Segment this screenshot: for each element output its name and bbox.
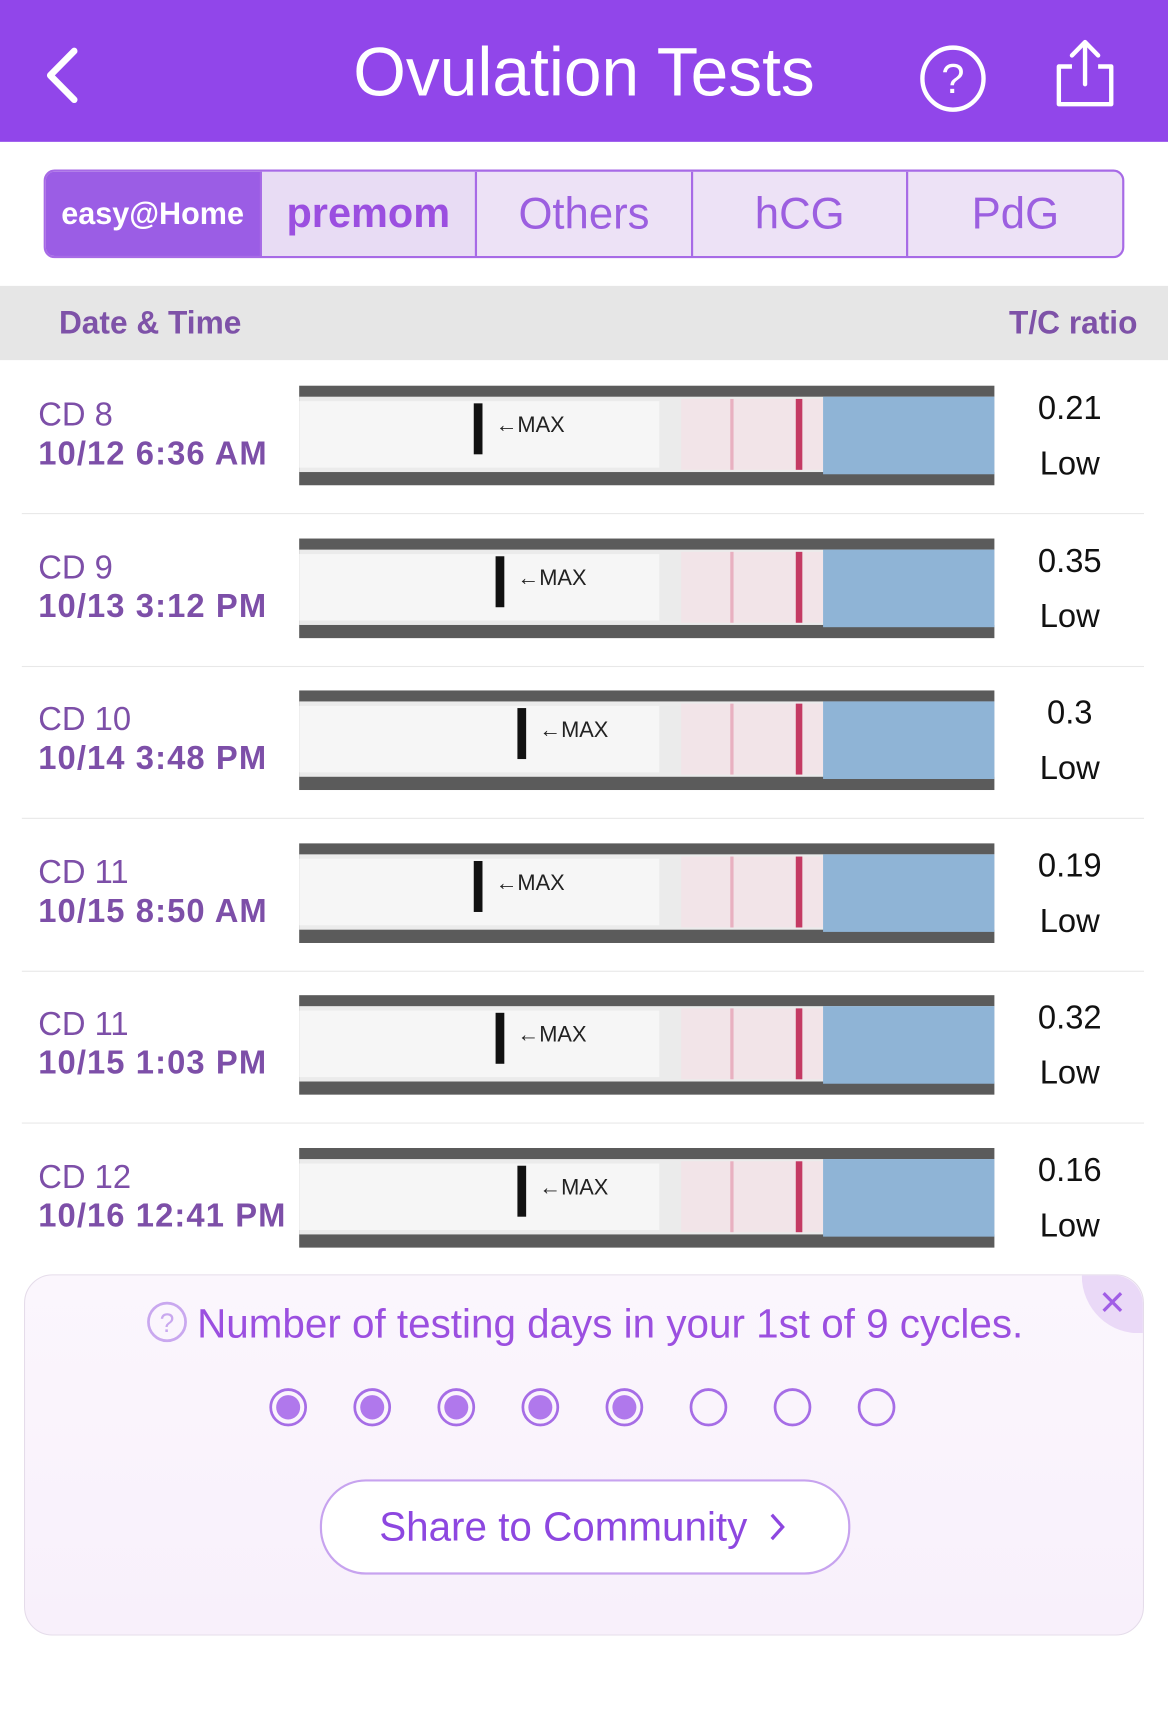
svg-text:←MAX: ←MAX	[496, 869, 565, 894]
svg-text:←MAX: ←MAX	[517, 564, 586, 589]
test-datetime: 10/14 3:48 PM	[38, 740, 268, 777]
cycle-card	[24, 1274, 1144, 1636]
svg-text:←MAX: ←MAX	[496, 412, 565, 437]
test-strip-photo[interactable]: ←MAX	[299, 842, 995, 943]
share-community-button[interactable]: Share to Community	[319, 1479, 851, 1575]
tab[interactable]: hCG	[693, 171, 909, 256]
row-divider	[21, 513, 1144, 515]
button-label: Share to Community	[379, 1503, 748, 1550]
page-title: Ovulation Tests	[353, 34, 815, 111]
test-strip-photo[interactable]: ←MAX	[299, 1147, 995, 1248]
test-strip-photo[interactable]: ←MAX	[299, 690, 995, 791]
header-bar: Ovulation Tests ?	[0, 0, 1168, 142]
test-datetime: 10/15 8:50 AM	[38, 892, 268, 930]
back-button[interactable]	[41, 47, 85, 105]
chevron	[770, 1513, 785, 1541]
test-strip-photo[interactable]: ←MAX	[299, 385, 995, 486]
day-dots	[269, 1388, 896, 1427]
tc-ratio: 0.16	[1037, 1151, 1102, 1189]
lh-level: Low	[1039, 1207, 1100, 1244]
test-strip-photo[interactable]: ←MAX	[299, 995, 995, 1095]
tc-ratio: 0.19	[1037, 847, 1102, 884]
svg-text:←MAX: ←MAX	[517, 1021, 586, 1046]
column-label: Date & Time	[58, 305, 242, 342]
test-datetime: 10/13 3:12 PM	[38, 587, 268, 625]
row-divider	[21, 665, 1144, 667]
help-button[interactable]: ?	[917, 42, 989, 115]
row-divider	[21, 1122, 1144, 1124]
svg-text:←MAX: ←MAX	[539, 717, 608, 742]
tab[interactable]: premom	[261, 171, 478, 256]
row-divider	[21, 817, 1144, 819]
tc-ratio: 0.35	[1037, 542, 1102, 579]
tc-ratio: 0.21	[1037, 390, 1102, 427]
column-label: T/C ratio	[1009, 305, 1138, 342]
test-strip-photo[interactable]: ←MAX	[299, 537, 995, 638]
cycle-day: CD 9	[38, 549, 113, 586]
cycle-day: CD 11	[38, 1006, 129, 1043]
svg-text:←MAX: ←MAX	[539, 1174, 608, 1199]
test-datetime: 10/15 1:03 PM	[38, 1044, 268, 1082]
test-datetime: 10/16 12:41 PM	[38, 1197, 287, 1234]
tab[interactable]: Others	[477, 171, 693, 256]
cycle-day: CD 8	[38, 396, 113, 434]
cycle-day: CD 11	[38, 853, 129, 891]
lh-level: Low	[1039, 445, 1100, 483]
tab[interactable]: easy@Home	[45, 171, 262, 256]
close-button[interactable]	[1081, 1275, 1143, 1334]
help-icon: ?	[146, 1301, 187, 1343]
cycle-day: CD 12	[38, 1158, 132, 1196]
brand-tabs: easy@Home premom Others hCG PdG	[43, 169, 1125, 259]
tc-ratio: 0.32	[1037, 999, 1102, 1037]
svg-text:?: ?	[941, 55, 964, 102]
column-header: Date & Time T/C ratio	[0, 285, 1168, 361]
cycle-day: CD 10	[38, 701, 132, 738]
share-button[interactable]	[1050, 38, 1120, 111]
tc-ratio: 0.3	[1046, 694, 1093, 732]
lh-level: Low	[1039, 1054, 1100, 1092]
lh-level: Low	[1039, 597, 1100, 635]
row-divider	[21, 970, 1144, 972]
cycle-message: ? Number of testing days in your 1st of 9…	[0, 1300, 1168, 1348]
tab[interactable]: PdG	[971, 188, 1060, 238]
lh-level: Low	[1039, 750, 1100, 787]
message-text: Number of testing days in your 1st of 9 …	[197, 1300, 1024, 1347]
lh-level: Low	[1039, 902, 1100, 940]
test-datetime: 10/12 6:36 AM	[38, 435, 268, 473]
svg-text:?: ?	[159, 1308, 174, 1338]
